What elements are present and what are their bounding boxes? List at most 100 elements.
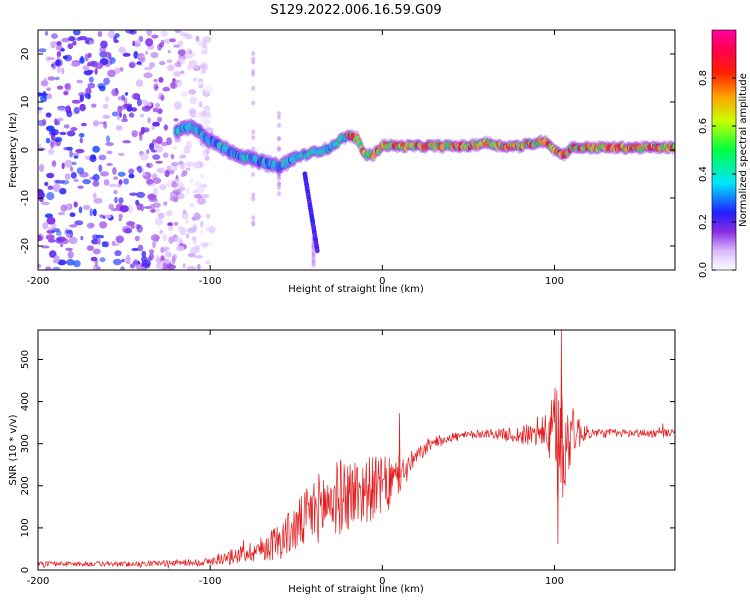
spectrogram-noise-cell [251, 129, 256, 135]
spectrogram-noise-cell [86, 69, 94, 74]
spectrogram-noise-cell [171, 161, 179, 167]
spectrogram-noise-cell [71, 99, 81, 104]
spectrogram-noise-cell [92, 248, 101, 255]
y-tick-label: -10 [20, 190, 31, 206]
spectrogram-noise-cell [205, 127, 214, 135]
spectrogram-noise-cell [156, 167, 166, 174]
spectrogram-noise-cell [138, 35, 144, 43]
spectrogram-noise-cell [175, 179, 180, 184]
spectrogram-noise-cell [152, 121, 160, 127]
spectrogram-noise-cell [52, 183, 61, 193]
snr-panel: -200 -100 0 100 0 100 200 300 400 500 Height of … [8, 329, 676, 595]
spectrogram-noise-cell [94, 68, 98, 75]
spectrogram-noise-cell [128, 168, 135, 175]
x-tick-label: 100 [545, 276, 564, 287]
spectrogram-noise-cell [169, 170, 175, 175]
spectrogram-noise-cell [61, 67, 65, 75]
spectrogram-noise-cell [137, 98, 142, 107]
spectrogram-noise-cell [277, 111, 281, 116]
spectrogram-noise-cell [56, 51, 62, 57]
spectrogram-noise-cell [39, 197, 44, 202]
spectrogram-noise-cell [70, 166, 74, 172]
spectrogram-noise-cell [97, 31, 103, 37]
spectrogram-noise-cell [194, 244, 201, 252]
spectrogram-noise-cell [201, 40, 207, 49]
spectrogram-noise-cell [143, 72, 153, 79]
spectrogram-noise-cell [159, 229, 163, 235]
spectrogram-noise-cell [92, 145, 100, 153]
spectrogram-noise-cell [177, 186, 186, 192]
x-tick-label: 0 [379, 276, 385, 287]
spectrogram-noise-cell [189, 202, 195, 208]
spectrogram-noise-cell [145, 50, 149, 55]
spectrogram-noise-cell [54, 76, 60, 81]
spectrogram-noise-cell [186, 266, 197, 270]
spectrogram-noise-cell [173, 118, 179, 122]
spectrogram-noise-cell [186, 187, 190, 195]
spectrogram-noise-cell [153, 187, 158, 196]
spectrogram-noise-cell [128, 173, 135, 179]
spectrogram-noise-cell [181, 212, 189, 220]
spectrogram-noise-cell [112, 167, 117, 175]
spectrogram-noise-cell [50, 41, 58, 47]
spectrogram-noise-cell [136, 202, 142, 211]
spectrogram-noise-cell [160, 255, 165, 261]
spectrogram-noise-cell [182, 209, 187, 214]
spectrogram-noise-cell [38, 92, 42, 97]
spectrogram-noise-cell [186, 140, 193, 149]
spectrogram-noise-cell [186, 48, 192, 54]
figure-title: S129.2022.006.16.59.G09 [270, 3, 441, 18]
spectrogram-noise-cell [185, 233, 190, 239]
spectrogram-noise-cell [251, 196, 256, 202]
spectrogram-noise-cell [160, 30, 168, 37]
spectrogram-noise-cell [157, 212, 165, 219]
snr-y-label: SNR (10 * v/v) [8, 414, 19, 485]
spectrogram-noise-cell [177, 182, 184, 187]
colorbar-tick-label: 0.4 [698, 166, 709, 182]
spectrogram-noise-cell [73, 178, 79, 183]
spectrogram-noise-cell [146, 162, 153, 169]
colorbar: 0.0 0.2 0.4 0.6 0.8 Normalized spectral ampl… [698, 29, 749, 278]
y-tick-label: 0 [20, 567, 31, 573]
spectrogram-noise-cell [119, 67, 124, 72]
spectrogram-noise-cell [156, 136, 163, 144]
spectrogram-noise-cell [80, 122, 87, 127]
spectrogram-noise-cell [104, 214, 112, 219]
spectrogram-noise-cell [78, 36, 88, 41]
spectrogram-heatmap [38, 30, 675, 270]
spectrogram-noise-cell [127, 205, 134, 214]
spectrogram-noise-cell [100, 171, 109, 177]
spectrogram-noise-cell [86, 40, 90, 45]
spectrogram-noise-cell [99, 221, 108, 229]
spectrogram-noise-cell [133, 258, 138, 267]
spectrogram-noise-cell [193, 161, 201, 169]
spectrogram-noise-cell [79, 57, 85, 64]
spectrogram-noise-cell [74, 220, 84, 226]
spectrogram-noise-cell [118, 179, 123, 185]
spectrogram-noise-cell [163, 258, 171, 264]
spectrogram-noise-cell [141, 259, 151, 267]
spectrogram-noise-cell [172, 146, 178, 150]
spectrogram-noise-cell [38, 107, 43, 111]
spectrogram-noise-cell [120, 105, 127, 111]
spectrogram-noise-cell [61, 162, 65, 169]
spectrogram-noise-cell [192, 224, 198, 233]
spectrogram-noise-cell [196, 197, 206, 205]
spectrogram-noise-cell [70, 61, 80, 67]
spectrogram-noise-cell [251, 215, 256, 221]
spectrogram-noise-cell [168, 38, 176, 43]
spectrogram-noise-cell [144, 66, 153, 71]
spectrogram-noise-cell [180, 70, 185, 75]
spectrogram-noise-cell [102, 103, 109, 109]
spectrogram-noise-cell [135, 79, 144, 87]
spectrogram-noise-cell [98, 154, 107, 161]
spectrogram-noise-cell [123, 228, 131, 234]
spectrogram-noise-cell [205, 226, 212, 231]
spectrogram-noise-cell [192, 239, 197, 244]
spectrogram-noise-cell [200, 193, 210, 199]
spectrogram-noise-cell [193, 212, 201, 221]
spectrogram-noise-cell [168, 224, 174, 232]
spectrogram-noise-cell [131, 130, 138, 138]
spectrogram-noise-cell [145, 105, 151, 110]
spectrogram-noise-cell [46, 172, 55, 179]
